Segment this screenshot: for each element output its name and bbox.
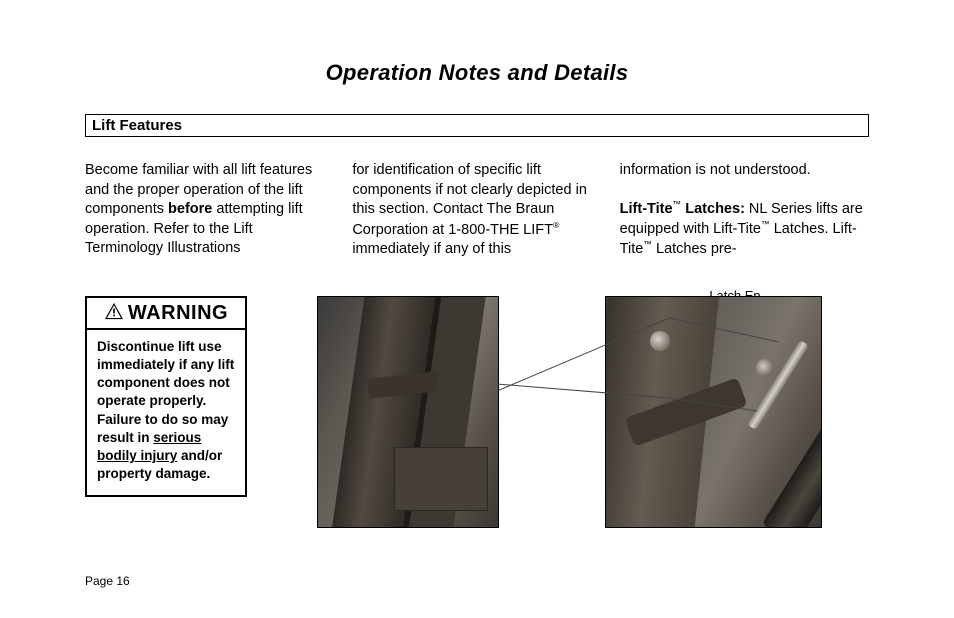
- col3-tm-3: ™: [643, 239, 652, 249]
- page-title: Operation Notes and Details: [85, 60, 869, 86]
- col3-line1: information is not understood.: [620, 161, 869, 181]
- warning-box: WARNING Discontinue lift use immediately…: [85, 296, 247, 498]
- warning-triangle-icon: [104, 302, 124, 326]
- warning-heading-text: WARNING: [128, 302, 228, 325]
- body-col-3: information is not understood. Lift-Tite…: [620, 161, 869, 260]
- section-header-lift-features: Lift Features: [85, 114, 869, 137]
- photo-right: [605, 296, 822, 528]
- col1-bold: before: [168, 201, 212, 217]
- figures-area: Latch En­gagement Pin (Roller) Engaged L…: [247, 296, 869, 528]
- col2-registered: ®: [553, 220, 559, 230]
- page-number: Page 16: [85, 574, 130, 588]
- body-columns: Become familiar with all lift features a…: [85, 161, 869, 260]
- col2-text-pre: for identification of specific lift comp…: [352, 162, 587, 238]
- warning-body: Discontinue lift use immediately if any …: [87, 330, 245, 496]
- col3-tm-1: ™: [673, 199, 682, 209]
- col2-text-post: immediately if any of this: [352, 241, 511, 257]
- lower-area: WARNING Discontinue lift use immediately…: [85, 296, 869, 528]
- col3-rest-c: Latches pre-: [652, 241, 737, 257]
- body-col-1: Become familiar with all lift features a…: [85, 161, 334, 260]
- col3-bold-2: Latches:: [681, 200, 745, 216]
- body-col-2: for identification of specific lift comp…: [352, 161, 601, 260]
- col3-tm-2: ™: [761, 219, 770, 229]
- photo-left: [317, 296, 499, 528]
- warning-heading: WARNING: [87, 298, 245, 330]
- col3-bold-1: Lift-Tite: [620, 200, 673, 216]
